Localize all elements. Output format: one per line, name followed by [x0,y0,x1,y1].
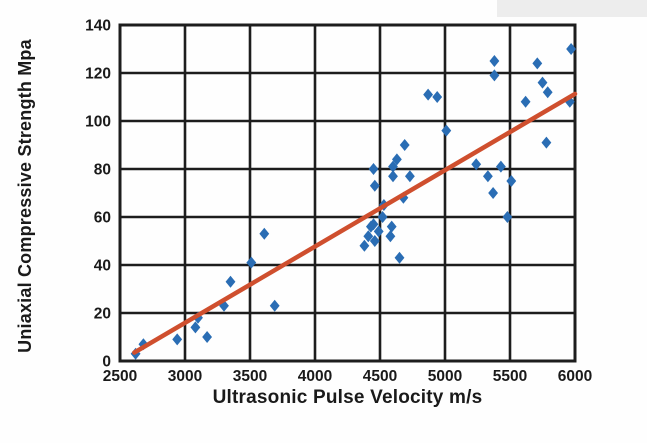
data-point-diamond [368,163,379,175]
data-point-diamond [388,170,398,183]
data-point-diamond [488,187,499,199]
data-point-diamond [202,331,213,343]
y-tick-label: 20 [94,306,111,323]
data-point-diamond [566,43,577,55]
data-point-diamond [541,136,552,149]
data-point-diamond [388,160,398,173]
data-point-diamond [495,160,506,173]
data-point-diamond [423,88,434,101]
y-axis-title: Uniaxial Compressive Strength Mpa [15,39,35,353]
data-point-diamond [404,170,415,183]
x-tick-label: 3000 [168,368,202,385]
data-point-diamond [246,256,257,269]
x-tick-label: 6000 [558,368,592,385]
x-tick-label: 3500 [233,368,267,385]
y-tick-label: 0 [102,354,111,371]
data-point-diamond [369,235,380,247]
data-point-diamond [373,225,384,238]
data-point-diamond [386,220,397,233]
y-tick-label: 80 [94,162,111,179]
data-point-diamond [225,275,236,288]
data-point-diamond [172,333,183,346]
data-point-diamond [394,251,405,264]
trend-line [132,91,578,355]
y-tick-label: 40 [94,258,111,275]
data-point-diamond [441,124,452,137]
x-axis-title: Ultrasonic Pulse Velocity m/s [212,387,483,408]
data-point-diamond [432,91,443,103]
data-point-diamond [542,86,553,99]
data-point-diamond [269,299,280,312]
data-point-diamond [368,218,379,231]
y-tick-label: 120 [85,66,111,83]
y-tick-label: 140 [85,18,111,35]
data-point-diamond [537,76,548,89]
scan-artifact-strip [497,0,647,17]
x-tick-label: 5000 [428,368,462,385]
x-tick-label: 4500 [363,368,397,385]
data-point-diamond [359,239,370,252]
data-point-diamond [471,158,482,171]
data-point-diamond [363,230,374,243]
data-point-diamond [369,179,380,192]
x-tick-label: 4000 [298,368,332,385]
data-point-diamond [489,55,500,67]
x-tick-label: 2500 [103,368,137,385]
x-tick-label: 5500 [493,368,527,385]
data-point-diamond [259,227,270,240]
y-tick-label: 60 [94,210,111,227]
data-point-diamond [489,69,500,82]
data-point-diamond [190,321,201,334]
data-point-diamond [564,95,575,108]
data-point-diamond [520,95,531,108]
data-point-diamond [506,175,517,187]
plot-border [118,23,577,363]
data-point-diamond [399,139,410,151]
data-point-diamond [391,153,402,166]
data-point-diamond [502,211,513,223]
data-point-diamond [532,57,543,70]
data-point-diamond [377,211,388,223]
data-point-diamond [385,230,396,243]
data-point-diamond [482,170,493,183]
y-tick-label: 100 [85,114,111,131]
